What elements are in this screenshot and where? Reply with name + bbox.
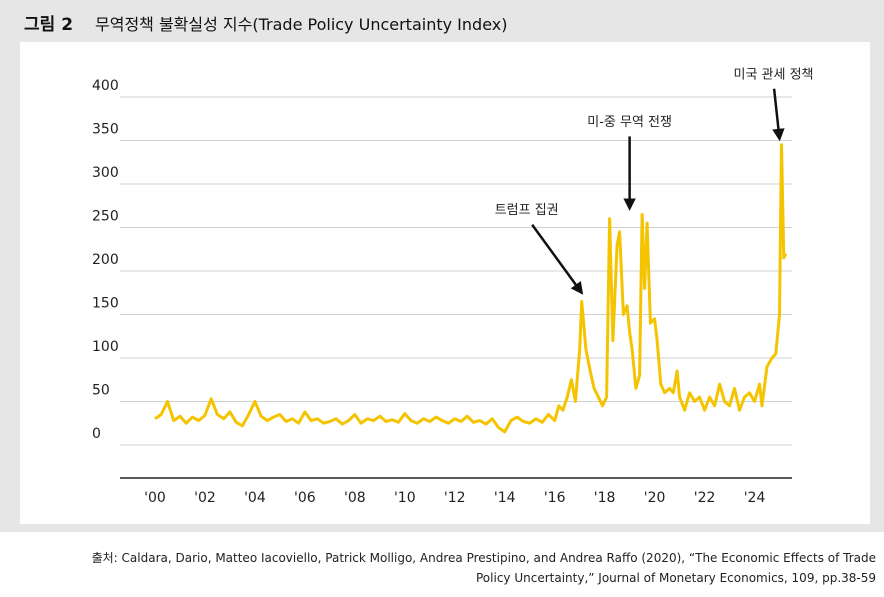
chart: 0 50 100 150 200 250 300 350 400 '00 '02 '04 '06 '08 '… xyxy=(20,42,870,524)
annotation-arrow xyxy=(772,88,785,142)
data-line xyxy=(154,143,788,434)
plot-panel xyxy=(20,42,870,524)
x-tick-label: '18 xyxy=(594,490,616,506)
y-tick-label: 200 xyxy=(92,252,119,268)
annotation-arrow xyxy=(531,223,584,295)
y-tick-label: 250 xyxy=(92,208,119,224)
y-tick-label: 400 xyxy=(92,78,119,94)
x-tick-label: '22 xyxy=(694,490,716,506)
x-tick-label: '10 xyxy=(394,490,416,506)
annotation-text: 트럼프 집권 xyxy=(495,203,559,218)
y-tick-label: 50 xyxy=(92,382,110,398)
annotation-text: 미국 관세 정책 xyxy=(733,67,813,82)
y-tick-label: 100 xyxy=(92,339,119,355)
x-tick-label: '24 xyxy=(744,490,766,506)
y-tick-label: 0 xyxy=(92,426,101,442)
x-tick-label: '06 xyxy=(294,490,316,506)
x-tick-label: '00 xyxy=(144,490,166,506)
y-tick-label: 150 xyxy=(92,295,119,311)
x-tick-label: '04 xyxy=(244,490,266,506)
x-tick-label: '16 xyxy=(544,490,566,506)
x-tick-label: '08 xyxy=(344,490,366,506)
figure-label: 그림 2 xyxy=(24,15,74,35)
x-tick-label: '14 xyxy=(494,490,516,506)
chart-title: 무역정책 불확실성 지수(Trade Policy Uncertainty In… xyxy=(95,15,508,34)
source-note: 출처: Caldara, Dario, Matteo Iacoviello, P… xyxy=(91,551,876,585)
x-tick-label: '02 xyxy=(194,490,216,506)
x-tick-label: '20 xyxy=(644,490,666,506)
annotation-text: 미-중 무역 전쟁 xyxy=(587,115,672,130)
x-tick-label: '12 xyxy=(444,490,466,506)
y-tick-label: 300 xyxy=(92,165,119,181)
y-tick-label: 350 xyxy=(92,121,119,137)
